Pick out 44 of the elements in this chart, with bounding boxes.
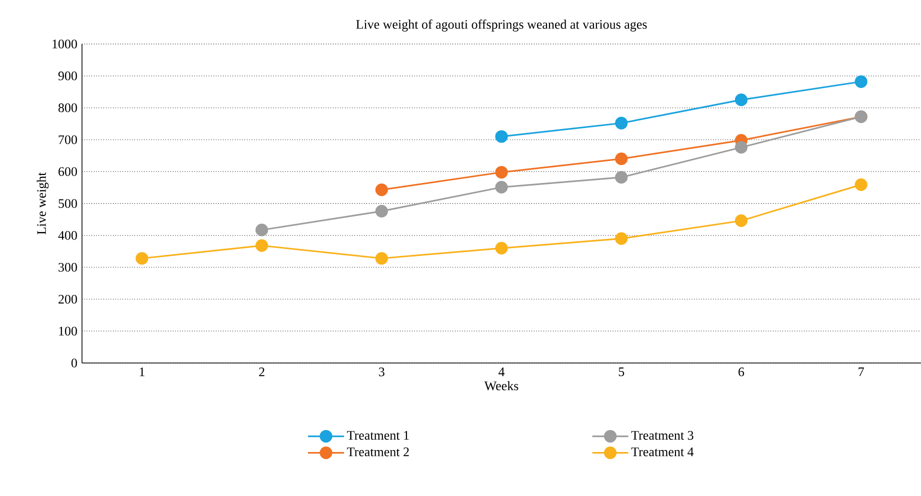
point <box>255 239 268 252</box>
y-tick-label: 900 <box>58 72 77 80</box>
point <box>375 183 388 196</box>
point <box>615 116 628 130</box>
point <box>854 75 868 88</box>
y-tick-label: 600 <box>58 167 77 176</box>
legend-label: Treatment 2 <box>347 448 409 456</box>
point <box>615 152 628 166</box>
point <box>854 178 868 191</box>
y-tick-label: 200 <box>58 294 77 304</box>
x-tick-label: 4 <box>498 368 505 376</box>
point <box>734 141 748 154</box>
point <box>136 252 148 265</box>
x-tick-label: 3 <box>379 368 384 376</box>
point <box>734 214 748 228</box>
x-tick-label: 2 <box>259 368 264 376</box>
x-tick-label: 6 <box>738 368 744 376</box>
point <box>495 130 508 143</box>
chart-title: Live weight of agouti offsprings weaned at various ages <box>356 20 647 32</box>
point <box>734 94 748 106</box>
point <box>255 224 268 236</box>
y-tick-label: 300 <box>58 262 77 272</box>
y-tick-label: 700 <box>58 135 77 144</box>
legend-label: Treatment 4 <box>631 448 694 456</box>
y-tick-label: 100 <box>59 326 77 336</box>
point <box>375 204 388 218</box>
y-axis-title: Live weight <box>36 172 49 234</box>
point <box>375 252 388 265</box>
legend-label: Treatment 3 <box>631 430 694 440</box>
x-tick-label: 5 <box>618 368 624 376</box>
point <box>495 166 508 179</box>
x-axis-title: Weeks <box>484 381 518 390</box>
y-tick-label: 0 <box>71 358 77 368</box>
y-tick-label: 500 <box>58 199 77 208</box>
point <box>495 242 508 254</box>
x-tick-label: 1 <box>140 368 144 376</box>
point <box>615 232 628 245</box>
legend-label: Treatment 1 <box>347 431 409 440</box>
y-tick-label: 800 <box>58 103 77 112</box>
x-tick-label: 7 <box>858 368 864 376</box>
y-tick-label: 1000 <box>52 40 77 48</box>
point <box>615 171 628 184</box>
y-tick-label: 400 <box>58 231 77 240</box>
point <box>495 180 508 194</box>
